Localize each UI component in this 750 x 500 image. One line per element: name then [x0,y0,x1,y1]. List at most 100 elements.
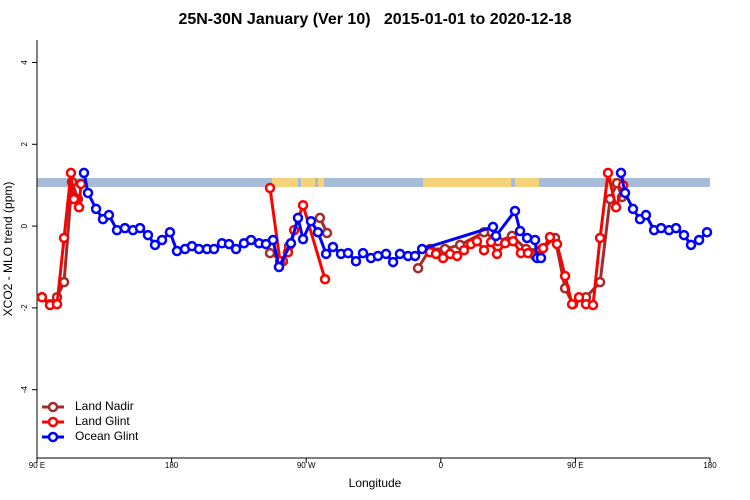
data-point [544,231,556,243]
data-point [458,244,470,256]
data-point [164,226,176,238]
data-point [297,199,309,211]
legend-label: Land Glint [75,414,130,428]
data-point [573,292,585,303]
data-point [693,234,705,246]
data-point [273,261,285,273]
data-point [319,274,331,285]
land-strip [301,178,315,187]
data-point [357,247,369,259]
data-point [305,215,317,227]
data-point [701,226,713,238]
data-point [416,243,428,255]
y-tick-label: 2 [20,142,29,147]
data-point [267,234,279,246]
ocean-strip [37,178,710,187]
land-strip [515,178,539,187]
data-point [350,256,362,267]
data-point [134,222,146,234]
data-point [491,248,503,260]
data-point [627,203,639,215]
x-tick-label: 180 [703,461,717,470]
legend-marker [47,401,59,413]
data-point [230,243,242,255]
data-point [610,202,622,213]
data-point [51,298,63,310]
data-point [36,292,48,303]
data-point [82,187,94,199]
data-point [615,167,627,179]
data-point [478,244,490,256]
land-strip [272,178,298,187]
legend-label: Ocean Glint [75,429,139,443]
data-point [285,238,297,249]
data-point [487,221,499,233]
y-tick-label: 4 [20,60,29,65]
x-tick-label: 180 [165,461,179,470]
land-strip [318,178,324,187]
data-point [507,235,519,247]
data-point [587,299,599,311]
data-point [156,234,168,246]
data-point [394,248,406,260]
data-point [602,167,614,179]
legend-marker [47,431,59,443]
x-axis-label: Longitude [349,476,402,490]
data-point [103,209,115,221]
data-point [509,205,521,217]
y-tick-label: 0 [20,223,29,228]
chart-title: 25N-30N January (Ver 10) 2015-01-01 to 2… [178,11,571,28]
data-point [208,243,220,255]
y-tick-label: -4 [20,386,29,394]
data-point [245,234,257,246]
data-point [264,182,276,194]
data-point [594,276,606,288]
data-point [559,270,571,282]
data-point [193,243,205,255]
data-point [471,235,483,247]
data-point [223,238,235,250]
x-tick-label: 90 E [567,461,583,470]
data-point [320,248,332,260]
data-point [409,250,421,262]
data-point [58,276,70,288]
data-point [387,256,399,268]
data-point [171,245,183,257]
data-point [142,229,154,241]
data-point [75,178,87,190]
data-point [90,203,102,215]
legend-marker [47,416,59,428]
data-point [78,167,90,179]
data-point [514,225,526,237]
data-point [594,232,606,244]
land-strip [423,178,511,187]
data-point [535,252,547,264]
data-point [372,250,384,262]
data-point [640,209,652,221]
data-point [380,248,392,260]
data-point [685,239,697,251]
data-point [314,212,326,224]
data-point [670,222,682,234]
data-point [73,202,85,213]
legend-label: Land Nadir [75,399,134,413]
data-point [68,193,80,205]
data-point [58,232,70,244]
data-point [451,250,463,262]
y-tick-label: -2 [20,304,29,312]
y-axis-label: XCO2 - MLO trend (ppm) [1,182,15,317]
data-point [342,247,354,259]
data-point [566,298,578,310]
x-tick-label: 90 E [29,461,45,470]
data-point [551,238,563,250]
data-point [292,212,304,224]
data-point [297,233,309,245]
x-tick-label: 90 W [297,461,316,470]
data-point [537,242,549,254]
data-point [619,187,631,199]
data-point [65,167,77,179]
x-tick-label: 0 [439,461,444,470]
data-point [149,239,161,251]
data-point [312,226,324,238]
